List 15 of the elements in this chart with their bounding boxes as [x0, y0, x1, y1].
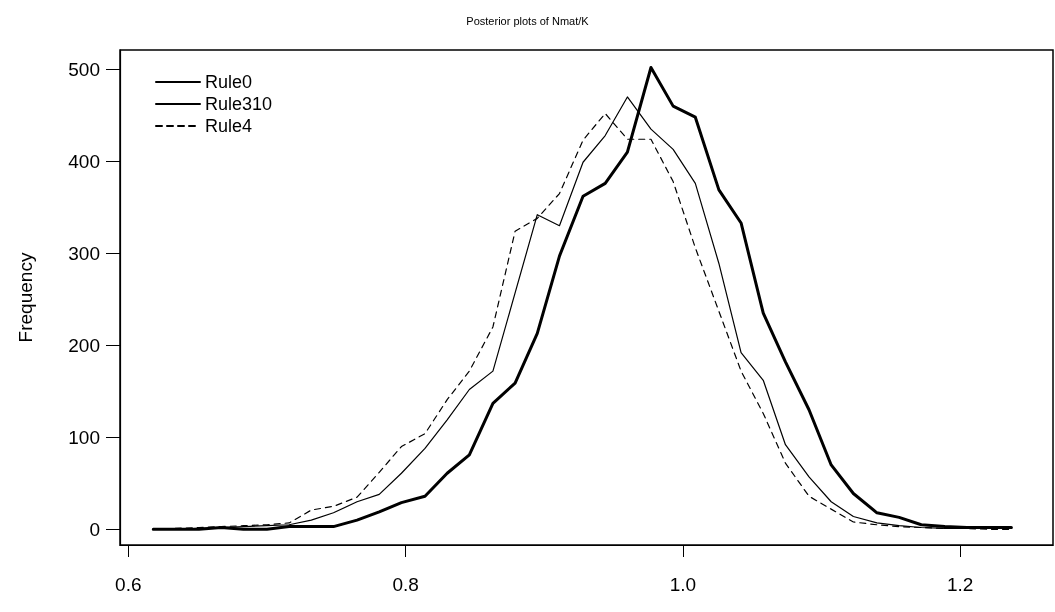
- legend-label: Rule0: [205, 72, 253, 92]
- x-tick-label: 1.2: [946, 574, 974, 595]
- x-tick-label: 0.8: [392, 574, 419, 595]
- y-tick-label: 100: [68, 426, 100, 448]
- y-tick-label: 300: [68, 242, 100, 264]
- y-tick-label: 200: [68, 334, 100, 356]
- y-tick-label: 400: [68, 150, 100, 172]
- x-tick-label: 0.6: [115, 574, 142, 595]
- legend-label: Rule4: [205, 116, 253, 136]
- y-tick-label: 0: [89, 518, 100, 540]
- y-tick-label: 500: [68, 58, 100, 80]
- x-tick-label: 1.0: [669, 574, 697, 595]
- chart-title: Posterior plots of Nmat/K: [466, 14, 590, 27]
- y-axis-title: Frequency: [15, 252, 36, 343]
- legend-label: Rule310: [205, 94, 273, 114]
